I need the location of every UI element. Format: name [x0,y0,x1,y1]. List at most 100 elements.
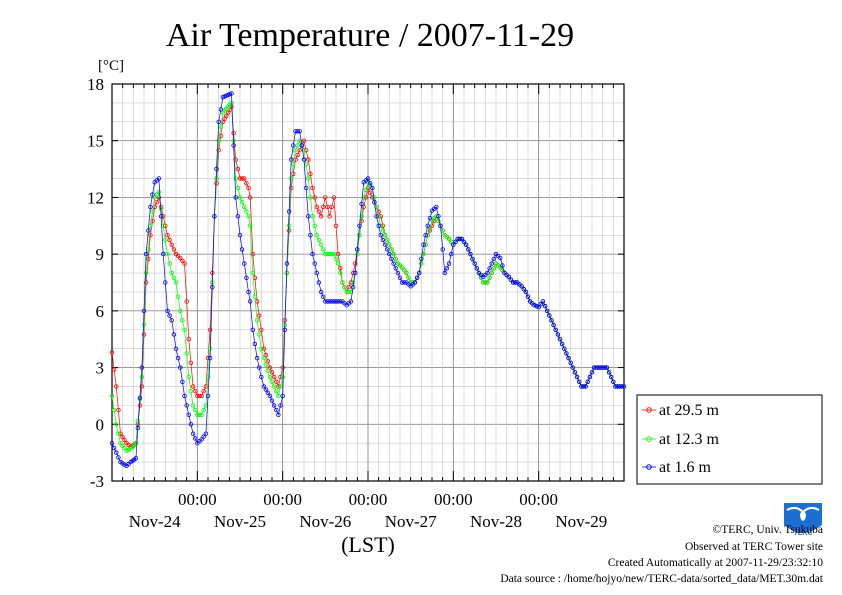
data-point [329,299,334,304]
data-point [393,266,398,271]
data-point [532,303,537,308]
data-point [263,387,269,392]
data-point [242,176,247,181]
data-point [348,299,354,304]
data-point [203,431,209,436]
data-point [239,176,245,181]
data-point [589,370,595,375]
data-point [265,359,271,364]
data-point [137,395,143,400]
data-point [289,176,294,181]
data-point [146,228,151,233]
data-point [399,265,405,270]
data-point [525,294,531,299]
data-point [173,346,179,351]
data-point [169,318,174,323]
data-point [312,223,317,228]
data-point [261,355,267,361]
data-point [314,232,319,238]
data-point [218,133,223,139]
data-point [374,214,379,219]
data-point [602,365,607,370]
data-point [190,384,196,389]
data-point [207,327,213,332]
data-point [173,280,179,285]
data-point [263,352,269,358]
data-point [261,346,267,351]
data-point [184,351,189,356]
data-point [327,214,332,219]
data-point [604,365,610,370]
data-point [338,299,343,304]
data-point [188,422,194,427]
data-point [449,251,454,257]
data-point [301,157,307,162]
data-point [229,91,234,96]
data-point [382,242,388,247]
data-point [126,447,131,452]
data-point [442,270,447,276]
data-point [306,157,311,162]
data-point [440,247,445,252]
data-point [397,275,403,280]
y-axis-unit: [°C] [98,58,124,74]
data-point [197,393,202,399]
data-point [178,255,183,261]
y-tick-label: -3 [90,472,104,491]
day-label: Nov-29 [555,512,607,531]
data-point [192,407,198,413]
data-point [346,289,351,295]
data-point [180,258,185,263]
data-point [146,256,151,262]
data-point [250,251,255,257]
data-point [340,280,345,285]
data-point [291,171,296,176]
data-point [199,437,204,442]
data-point [135,425,141,431]
data-point [355,247,360,252]
data-point [276,393,281,399]
data-point [216,147,221,153]
data-point [214,166,219,172]
data-point [534,303,539,309]
data-point [350,285,356,290]
data-point [391,261,396,266]
data-point [564,351,569,356]
data-point [274,407,279,413]
data-point [436,218,441,224]
data-point [583,384,588,389]
data-point [508,277,514,282]
data-point [545,308,550,314]
data-point [376,214,381,219]
data-point [342,285,347,290]
data-point [267,374,273,380]
data-point [380,237,386,243]
data-point [483,280,488,285]
data-point [143,270,149,276]
data-point [487,275,492,280]
data-point [434,204,439,210]
data-point [297,129,302,134]
data-point [481,280,486,285]
day-label: Nov-28 [470,512,522,531]
data-point [133,441,139,446]
data-point [335,299,341,304]
data-point [491,256,497,262]
data-point [540,299,546,304]
data-point [261,384,267,389]
legend-item-12-3m: at 12.3 m [642,431,720,448]
data-point [600,365,605,370]
data-point [171,332,177,337]
data-point [551,322,556,328]
data-point [259,327,264,332]
data-point [167,261,172,266]
data-point [389,256,394,262]
data-point [331,299,337,304]
data-point [350,280,356,285]
data-point [425,223,430,228]
data-point [363,187,369,193]
data-point [325,299,330,304]
data-point [154,192,159,197]
data-point [167,237,172,243]
x-tick-label: 00:00 [519,490,558,509]
